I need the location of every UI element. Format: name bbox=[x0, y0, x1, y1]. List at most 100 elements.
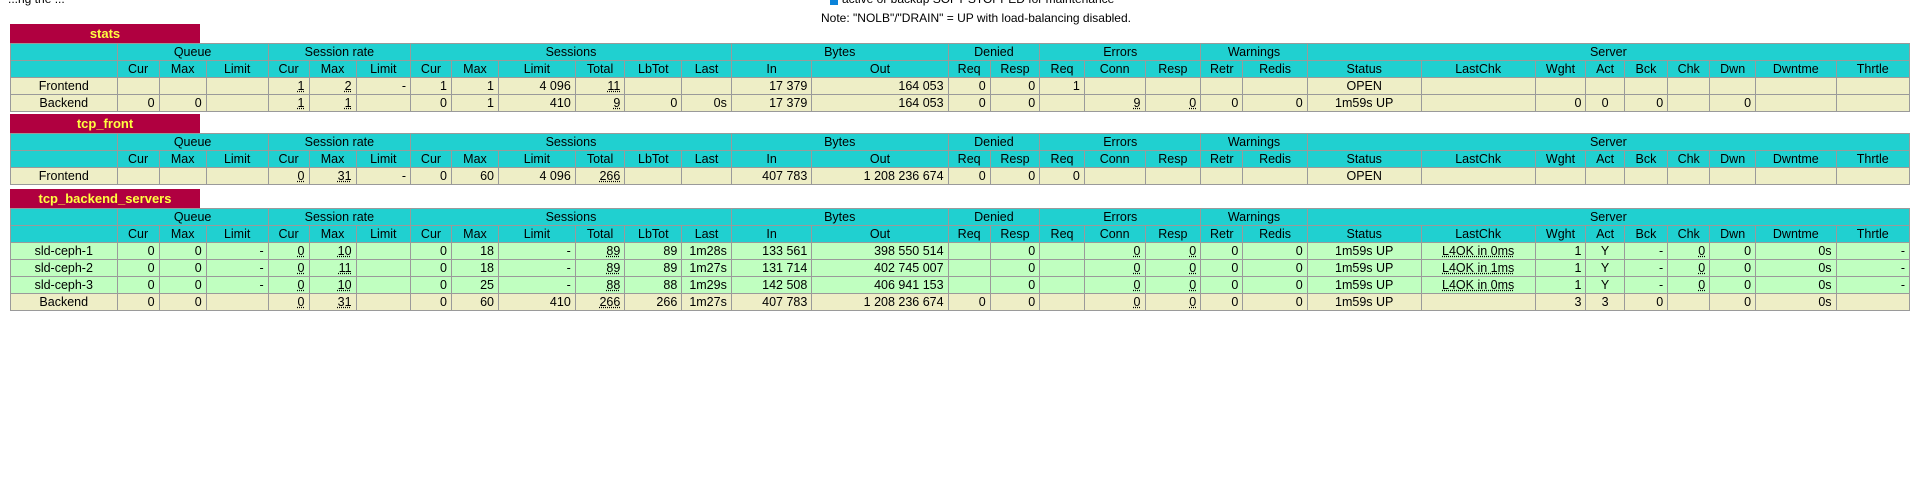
table-cell[interactable]: 0 bbox=[1144, 276, 1202, 294]
column-header: Limit bbox=[498, 150, 576, 168]
table-cell[interactable]: 266 bbox=[574, 167, 626, 185]
cell-value: 1m59s UP bbox=[1335, 261, 1394, 275]
table-row: sld-ceph-2 0 0 - 0 11 0 18 - 89 89 1m27s 131 714 402 … bbox=[10, 259, 1911, 277]
column-header: Limit bbox=[498, 225, 576, 243]
table-cell bbox=[681, 167, 732, 185]
cell-value: 0 bbox=[1028, 79, 1036, 93]
legend-area: ...ng the ... active or backup SOFT STOP… bbox=[0, 0, 1919, 30]
table-cell[interactable]: 31 bbox=[308, 167, 357, 185]
table-cell[interactable]: 0 bbox=[267, 167, 310, 185]
row-name[interactable]: Backend bbox=[10, 94, 118, 112]
table-cell[interactable]: 0 bbox=[1667, 276, 1711, 294]
table-cell[interactable]: 0 bbox=[1083, 259, 1146, 277]
table-cell[interactable]: 0 bbox=[267, 293, 310, 311]
cell-value: 10 bbox=[337, 278, 352, 292]
column-header: LastChk bbox=[1420, 225, 1536, 243]
cell-value: 1m28s bbox=[689, 244, 727, 258]
table-cell: 0 bbox=[116, 242, 160, 260]
table-cell: 1m59s UP bbox=[1306, 259, 1422, 277]
cell-value: 0 bbox=[1574, 96, 1582, 110]
table-cell[interactable]: 0 bbox=[1083, 293, 1146, 311]
table-cell: - bbox=[205, 259, 269, 277]
table-cell[interactable]: 1 bbox=[267, 94, 310, 112]
table-cell: 0 bbox=[410, 167, 452, 185]
table-cell: 1 bbox=[1534, 259, 1587, 277]
cell-value: OPEN bbox=[1346, 169, 1382, 183]
table-cell[interactable]: 10 bbox=[308, 242, 357, 260]
cell-value: 0 bbox=[1231, 96, 1239, 110]
column-header: Chk bbox=[1667, 225, 1711, 243]
table-cell[interactable]: 0 bbox=[1667, 259, 1711, 277]
row-name[interactable]: sld-ceph-1 bbox=[10, 242, 118, 260]
table-cell: - bbox=[1835, 276, 1911, 294]
column-header: Limit bbox=[205, 150, 269, 168]
row-name[interactable]: Frontend bbox=[10, 77, 118, 95]
table-cell[interactable]: 10 bbox=[308, 276, 357, 294]
row-name[interactable]: Frontend bbox=[10, 167, 118, 185]
cell-value: 0 bbox=[1744, 261, 1752, 275]
table-cell bbox=[1835, 94, 1911, 112]
table-cell[interactable]: 0 bbox=[267, 242, 310, 260]
table-cell[interactable]: 2 bbox=[308, 77, 357, 95]
group-header: Queue bbox=[116, 43, 269, 61]
table-cell: 0 bbox=[410, 293, 452, 311]
table-cell[interactable]: 0 bbox=[267, 259, 310, 277]
table-cell[interactable]: 0 bbox=[1144, 94, 1202, 112]
table-cell[interactable]: 0 bbox=[1667, 242, 1711, 260]
table-cell[interactable]: 89 bbox=[574, 259, 626, 277]
table-cell[interactable]: 1 bbox=[267, 77, 310, 95]
table-cell bbox=[1039, 276, 1085, 294]
table-cell[interactable]: 266 bbox=[574, 293, 626, 311]
column-header: Conn bbox=[1083, 225, 1146, 243]
column-header: In bbox=[730, 150, 813, 168]
proxy-title[interactable]: stats bbox=[10, 24, 200, 43]
table-cell[interactable]: 31 bbox=[308, 293, 357, 311]
column-header: Req bbox=[1039, 225, 1085, 243]
table-cell: 0 bbox=[947, 167, 991, 185]
proxy-title[interactable]: tcp_front bbox=[10, 114, 200, 133]
table-cell bbox=[1623, 167, 1669, 185]
table-cell[interactable]: 89 bbox=[574, 242, 626, 260]
row-name[interactable]: sld-ceph-3 bbox=[10, 276, 118, 294]
cell-value: 0 bbox=[1601, 96, 1609, 110]
table-cell[interactable]: 11 bbox=[308, 259, 357, 277]
table-cell[interactable]: 9 bbox=[1083, 94, 1146, 112]
table-cell: 0 bbox=[158, 259, 207, 277]
table-cell[interactable]: 0 bbox=[1083, 276, 1146, 294]
column-header: Wght bbox=[1534, 60, 1587, 78]
column-header: Resp bbox=[989, 225, 1041, 243]
row-name[interactable]: sld-ceph-2 bbox=[10, 259, 118, 277]
cell-value: 17 379 bbox=[769, 79, 808, 93]
cell-value: 0s bbox=[1818, 244, 1832, 258]
table-cell: - bbox=[498, 242, 576, 260]
table-cell: OPEN bbox=[1306, 77, 1422, 95]
cell-value: Y bbox=[1600, 244, 1610, 258]
column-header: Act bbox=[1585, 225, 1625, 243]
table-cell: 0s bbox=[1755, 293, 1837, 311]
cell-value: 0 bbox=[439, 96, 447, 110]
proxy-title[interactable]: tcp_backend_servers bbox=[10, 189, 200, 208]
cell-value: 266 bbox=[599, 169, 621, 183]
table-cell[interactable]: 0 bbox=[1144, 259, 1202, 277]
table-cell bbox=[1420, 77, 1536, 95]
table-cell[interactable]: 11 bbox=[574, 77, 626, 95]
cell-value: - bbox=[1900, 261, 1905, 275]
cell-value: 0 bbox=[1189, 96, 1197, 110]
table-cell[interactable]: 1 bbox=[308, 94, 357, 112]
table-cell[interactable]: 9 bbox=[574, 94, 626, 112]
table-cell bbox=[1755, 77, 1837, 95]
group-header-row: Queue Session rate Sessions Bytes Denied Erro… bbox=[10, 43, 1911, 61]
table-cell bbox=[1200, 167, 1244, 185]
table-cell bbox=[1039, 242, 1085, 260]
table-cell bbox=[624, 77, 683, 95]
column-header: Dwntme bbox=[1755, 60, 1837, 78]
table-cell[interactable]: 88 bbox=[574, 276, 626, 294]
table-cell[interactable]: 0 bbox=[1144, 293, 1202, 311]
cell-value: 0 bbox=[1698, 244, 1706, 258]
table-cell[interactable]: 0 bbox=[1144, 242, 1202, 260]
table-cell[interactable]: 0 bbox=[1083, 242, 1146, 260]
row-name[interactable]: Backend bbox=[10, 293, 118, 311]
column-header: LastChk bbox=[1420, 150, 1536, 168]
table-cell: - bbox=[205, 276, 269, 294]
table-cell[interactable]: 0 bbox=[267, 276, 310, 294]
